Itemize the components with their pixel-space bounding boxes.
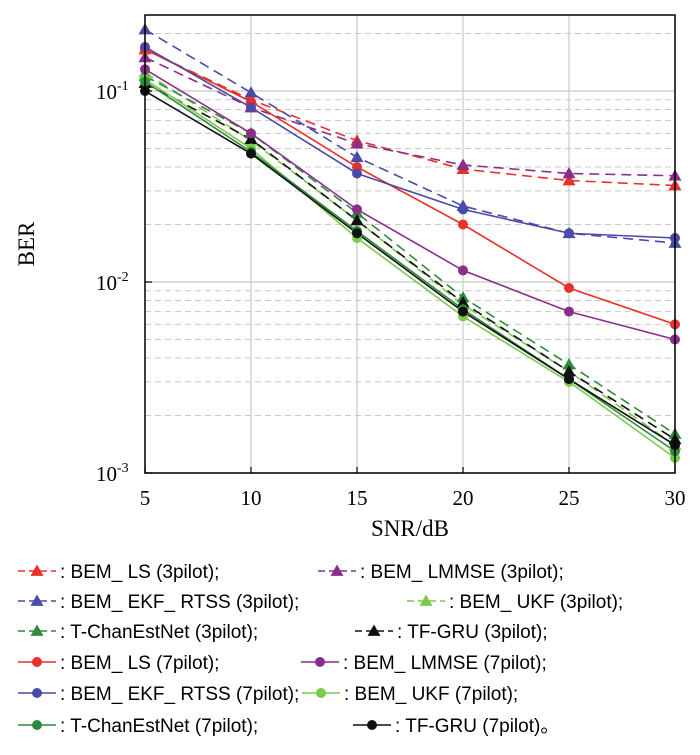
series-line-12 (144, 90, 676, 446)
data-point (458, 219, 468, 230)
series-line-9 (144, 46, 676, 239)
series-line-5 (144, 75, 676, 435)
legend-marker (367, 720, 377, 730)
legend-marker (419, 594, 433, 606)
x-axis-label: SNR/dB (371, 516, 449, 541)
x-tick-label: 10 (241, 486, 262, 510)
legend-marker (30, 624, 44, 636)
x-axis-ticks: 5 10 15 20 25 30 (140, 467, 686, 510)
legend-entry: : TF-GRU (3pilot); (397, 622, 548, 643)
data-point (458, 204, 468, 215)
data-point (352, 204, 362, 215)
legend-entry: : BEM_ EKF_ RTSS (7pilot); (60, 684, 299, 705)
legend-entry: : BEM_ LMMSE (3pilot); (360, 562, 564, 583)
x-tick-label: 15 (347, 486, 368, 510)
data-point (564, 306, 574, 317)
legend-marker (30, 564, 44, 576)
series-markers (138, 22, 682, 463)
legend-entry: : T-ChanEstNet (3pilot); (60, 622, 258, 643)
legend-marker (316, 688, 326, 698)
legend-entry: : TF-GRU (7pilot)。 (395, 716, 559, 737)
legend-entry: : T-ChanEstNet (7pilot); (60, 716, 258, 737)
legend: : BEM_ LS (3pilot); : BEM_ LMMSE (3pilot)… (18, 562, 623, 737)
series-line-2 (144, 56, 676, 177)
series-lines (144, 28, 676, 459)
legend-entry: : BEM_ UKF (7pilot); (344, 684, 518, 705)
legend-marker (367, 624, 381, 636)
data-point (458, 265, 468, 276)
legend-marker (330, 564, 344, 576)
data-point (352, 168, 362, 179)
data-point (246, 102, 256, 113)
x-tick-label: 20 (453, 486, 474, 510)
data-point (458, 306, 468, 317)
series-line-7 (144, 48, 676, 326)
legend-entry: : BEM_ LMMSE (7pilot); (343, 653, 547, 674)
data-point (562, 173, 576, 186)
data-point (246, 148, 256, 159)
series-line-11 (144, 80, 676, 452)
series-line-8 (144, 68, 676, 341)
data-point (456, 158, 470, 170)
x-tick-label: 25 (559, 486, 580, 510)
data-point (564, 374, 574, 385)
y-axis-ticks: 10-1 10-2 10-3 (96, 79, 152, 486)
data-point (562, 166, 576, 179)
data-point (350, 150, 364, 163)
data-point (562, 364, 576, 377)
data-point (564, 283, 574, 294)
series-line-6 (144, 82, 676, 441)
series-line-1 (144, 48, 676, 187)
data-point (456, 296, 470, 308)
legend-entry: : BEM_ UKF (3pilot); (449, 592, 623, 613)
data-point (564, 228, 574, 239)
y-tick-label: 10-3 (96, 461, 129, 486)
legend-marker (30, 594, 44, 606)
legend-marker (32, 688, 42, 698)
x-tick-label: 30 (665, 486, 686, 510)
series-line-10 (144, 78, 676, 459)
y-axis-label: BER (14, 221, 39, 266)
y-tick-label: 10-2 (96, 270, 129, 295)
legend-marker (315, 657, 325, 667)
legend-entry: : BEM_ LS (7pilot); (60, 653, 219, 674)
data-point (244, 86, 258, 98)
data-point (246, 128, 256, 139)
data-point (562, 357, 576, 370)
y-tick-label: 10-1 (96, 79, 129, 104)
series-line-3 (144, 28, 676, 244)
data-point (350, 213, 364, 226)
legend-entry: : BEM_ LS (3pilot); (60, 562, 219, 583)
x-tick-label: 5 (140, 486, 151, 510)
legend-marker (32, 657, 42, 667)
data-point (350, 137, 364, 149)
legend-marker (32, 720, 42, 730)
legend-entry: : BEM_ EKF_ RTSS (3pilot); (60, 592, 299, 613)
data-point (352, 228, 362, 239)
plot-frame (144, 14, 676, 474)
